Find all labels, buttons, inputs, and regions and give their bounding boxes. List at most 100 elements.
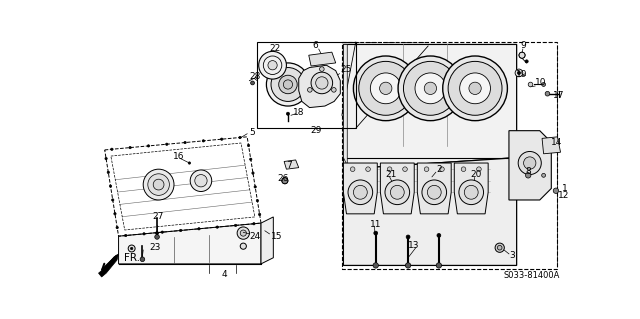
Polygon shape [509,131,551,200]
Circle shape [268,61,277,70]
Text: 19: 19 [516,70,527,79]
Text: 2: 2 [436,166,442,174]
Circle shape [128,245,135,252]
Polygon shape [344,44,516,169]
Circle shape [319,67,324,71]
Circle shape [266,63,310,106]
Text: 4: 4 [222,270,228,279]
Circle shape [190,170,212,191]
Polygon shape [284,160,299,169]
Circle shape [374,231,378,235]
Circle shape [253,223,255,225]
Circle shape [195,174,207,187]
Circle shape [240,243,246,249]
Circle shape [287,112,289,115]
Circle shape [254,186,257,188]
Circle shape [460,73,490,104]
Text: 10: 10 [535,78,547,87]
Circle shape [234,224,237,226]
Circle shape [437,234,441,237]
Circle shape [116,226,118,229]
Polygon shape [299,65,340,108]
Circle shape [371,73,401,104]
Text: 28: 28 [250,72,261,81]
Circle shape [140,257,145,262]
Circle shape [461,167,466,172]
Text: 27: 27 [152,211,164,221]
Circle shape [406,235,410,239]
Text: 22: 22 [269,44,281,53]
Circle shape [279,75,297,94]
Polygon shape [417,163,451,214]
Circle shape [259,213,260,216]
Circle shape [353,185,367,199]
Circle shape [477,167,481,172]
Text: 6: 6 [312,41,318,50]
Circle shape [179,229,182,232]
Circle shape [239,136,241,139]
Circle shape [282,178,288,184]
Text: 23: 23 [149,243,161,252]
Circle shape [497,245,502,250]
Circle shape [518,152,541,174]
Circle shape [525,173,531,178]
Circle shape [469,82,481,94]
Circle shape [161,231,163,233]
Circle shape [105,157,108,160]
Circle shape [153,179,164,190]
Circle shape [353,56,418,121]
Circle shape [541,83,545,86]
Circle shape [148,174,170,195]
Text: 9: 9 [520,41,526,50]
Circle shape [252,172,254,174]
Circle shape [155,235,159,239]
Circle shape [184,141,186,144]
Polygon shape [344,44,348,165]
Circle shape [125,234,127,237]
Text: 5: 5 [250,128,255,137]
Text: 29: 29 [310,126,322,135]
Circle shape [131,247,133,250]
Circle shape [147,145,150,147]
Circle shape [111,148,113,151]
Polygon shape [454,163,488,214]
Circle shape [495,243,504,252]
Text: 21: 21 [386,170,397,179]
Polygon shape [308,52,336,66]
Circle shape [398,56,463,121]
Text: 25: 25 [340,65,352,74]
Circle shape [387,167,392,172]
Circle shape [156,232,159,235]
Circle shape [111,199,114,201]
Circle shape [107,171,109,174]
Circle shape [188,162,191,164]
Circle shape [448,61,502,115]
Circle shape [436,263,442,268]
Circle shape [202,140,205,142]
Circle shape [553,188,559,193]
Circle shape [373,263,378,268]
Circle shape [515,69,523,77]
Circle shape [525,60,528,63]
Text: 13: 13 [408,241,420,250]
Polygon shape [118,223,261,264]
Text: 7: 7 [287,161,292,170]
Circle shape [545,92,550,96]
Circle shape [251,81,255,85]
Circle shape [198,228,200,230]
Polygon shape [344,158,516,265]
Circle shape [284,80,292,89]
Text: 18: 18 [292,108,304,117]
Circle shape [237,227,250,239]
Text: 14: 14 [551,138,563,147]
Circle shape [143,169,174,200]
Circle shape [248,144,250,147]
Circle shape [422,180,447,204]
Circle shape [143,233,145,235]
Circle shape [166,143,168,145]
Polygon shape [542,137,561,154]
Circle shape [517,71,520,74]
Circle shape [129,146,131,149]
Circle shape [424,82,436,94]
Circle shape [403,167,407,172]
